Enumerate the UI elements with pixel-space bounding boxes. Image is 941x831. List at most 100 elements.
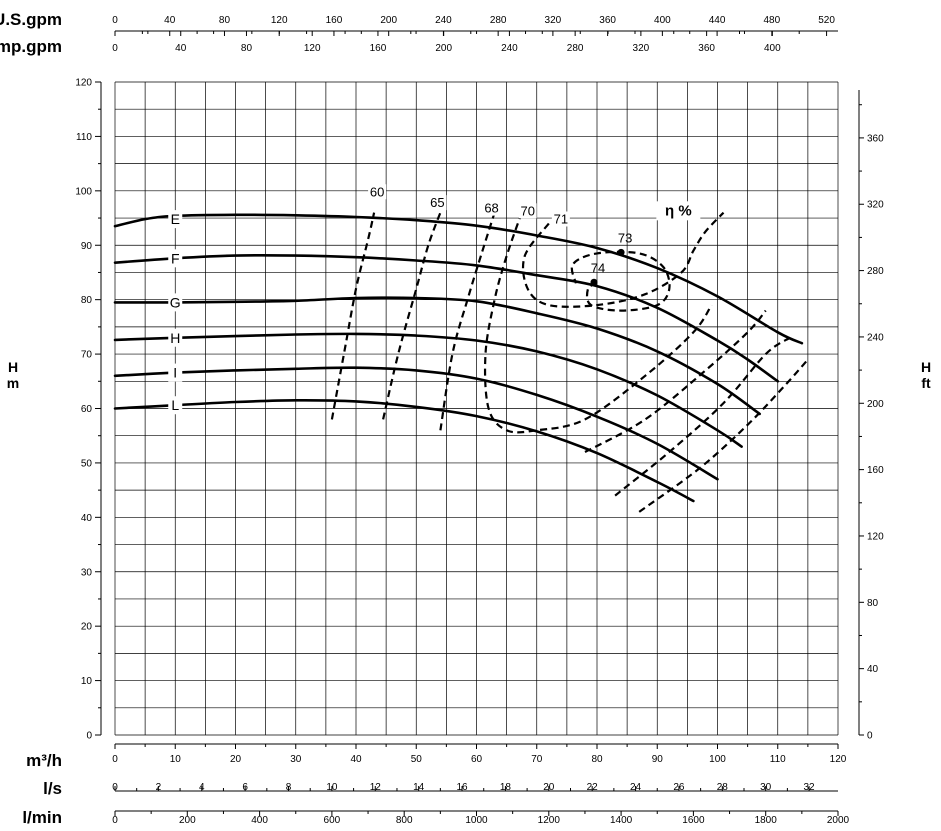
ls-tick-label: 10 [326,782,338,793]
m3h-tick-label: 110 [770,754,786,765]
y-left-tick-label: 0 [86,731,92,742]
lmin-tick-label: 1000 [465,815,488,826]
eff-label-bg [551,211,570,227]
impgpm-tick-label: 240 [501,43,518,54]
y-right-tick-label: 40 [867,664,879,675]
efficiency-curves [330,211,809,513]
m3h-tick-label: 10 [170,754,182,765]
m3h-tick-label: 20 [230,754,242,765]
labels: HmHftU.S.gpmImp.gpmm³/hl/sl/minEFGHIL606… [0,10,931,827]
usgpm-unit-label: U.S.gpm [0,10,62,29]
impgpm-tick-label: 120 [304,43,321,54]
usgpm-tick-label: 440 [709,15,726,26]
efficiency-curve-70 [483,212,713,434]
impgpm-tick-label: 400 [764,43,781,54]
ls-tick-label: 20 [543,782,555,793]
head-curves [113,213,804,503]
ls-tick-label: 14 [413,782,425,793]
eff-label-bg [482,200,501,216]
curve-label-bg [168,249,183,268]
y-right-tick-label: 80 [867,598,879,609]
usgpm-tick-label: 280 [490,15,507,26]
y-right-tick-label: 120 [867,531,884,542]
head-curve-g [113,296,761,416]
usgpm-tick-label: 200 [380,15,397,26]
ls-tick-label: 16 [456,782,468,793]
ls-tick-label: 2 [156,782,162,793]
y-right-tick-label: 280 [867,266,884,277]
y-right-tick-label: 360 [867,133,884,144]
marker-label-73: 73 [618,230,632,245]
usgpm-tick-label: 480 [763,15,780,26]
y-left-tick-label: 120 [75,78,92,89]
curve-label-bg [168,363,183,382]
m3h-unit-label: m³/h [26,751,62,770]
usgpm-tick-label: 240 [435,15,452,26]
y-right-label-unit: ft [921,375,931,391]
eff-label-bg [428,195,447,211]
impgpm-tick-label: 320 [633,43,650,54]
curve-label-f: F [171,250,180,266]
ls-tick-label: 8 [286,782,292,793]
impgpm-tick-label: 80 [241,43,253,54]
impgpm-tick-label: 0 [112,43,118,54]
efficiency-label-71: 71 [554,211,568,226]
efficiency-loop [570,250,671,312]
ls-tick-label: 4 [199,782,205,793]
ls-tick-label: 12 [370,782,382,793]
ticks: 0102030405060708090100110120040801201602… [75,15,884,826]
marker-74 [590,278,598,286]
y-left-tick-label: 100 [75,186,92,197]
m3h-tick-label: 60 [471,754,483,765]
usgpm-tick-label: 0 [112,15,118,26]
m3h-tick-label: 50 [411,754,423,765]
head-curve-f [113,254,780,383]
y-right-tick-label: 200 [867,399,884,410]
lmin-tick-label: 2000 [827,815,850,826]
ls-tick-label: 0 [112,782,118,793]
eff-label-bg [518,203,537,219]
grid [114,81,839,736]
head-curve-l [113,398,695,503]
efficiency-curve-65 [382,212,442,420]
head-curve-e [113,213,804,345]
usgpm-tick-label: 360 [599,15,616,26]
y-left-label-unit: m [7,375,19,391]
m3h-tick-label: 70 [531,754,543,765]
efficiency-curve-60 [330,212,376,420]
y-left-tick-label: 70 [81,350,93,361]
impgpm-tick-label: 360 [698,43,715,54]
lmin-tick-label: 600 [324,815,341,826]
y-right-tick-label: 160 [867,465,884,476]
y-left-tick-label: 40 [81,513,93,524]
impgpm-tick-label: 280 [567,43,584,54]
lmin-unit-label: l/min [22,808,62,827]
curve-label-h: H [170,330,180,346]
y-right-tick-label: 240 [867,332,884,343]
curve-label-i: I [173,365,177,381]
y-right-label-h: H [921,359,931,375]
y-right-tick-label: 320 [867,200,884,211]
impgpm-tick-label: 40 [175,43,187,54]
eta-label-bg [656,201,701,221]
lmin-tick-label: 1400 [610,815,633,826]
y-left-tick-label: 50 [81,458,93,469]
y-left-tick-label: 60 [81,404,93,415]
m3h-tick-label: 120 [830,754,847,765]
efficiency-label-60: 60 [370,184,384,199]
curve-label-bg [168,293,183,312]
efficiency-tail-1 [614,336,791,497]
curve-label-l: L [171,397,179,413]
m3h-tick-label: 30 [290,754,302,765]
usgpm-tick-label: 520 [818,15,835,26]
ls-tick-label: 24 [630,782,642,793]
m3h-tick-label: 80 [591,754,603,765]
efficiency-tail-2 [638,358,809,513]
ls-tick-label: 22 [587,782,599,793]
marker-label-74: 74 [591,260,605,275]
lmin-tick-label: 1200 [538,815,561,826]
m3h-tick-label: 100 [709,754,726,765]
efficiency-tail-0 [584,309,767,453]
axes [100,30,860,812]
marker-73 [617,248,625,256]
